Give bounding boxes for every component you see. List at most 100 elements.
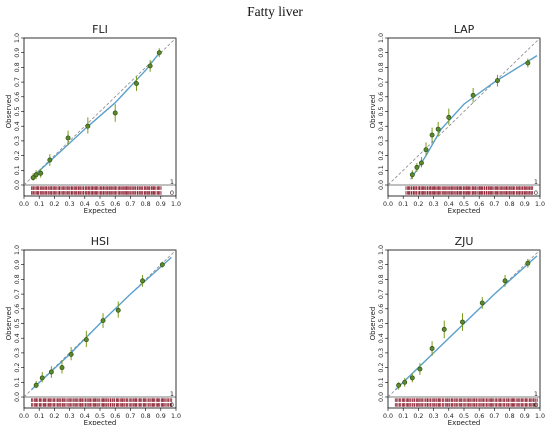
rug-label-1: 1 — [534, 178, 538, 186]
x-tick-label: 0.6 — [474, 201, 484, 208]
y-tick-label: 0.4 — [378, 333, 385, 343]
y-tick-label: 0.2 — [14, 151, 21, 161]
panel-lap: LAP 0.0 0.1 0.2 0.3 0.4 0.5 0.6 0.7 0.8 0.9 1.0 0.0 0… — [369, 23, 545, 215]
x-tick-label: 0.9 — [156, 201, 166, 208]
data-point — [423, 147, 429, 153]
data-point — [134, 81, 139, 87]
x-tick-label: 0.1 — [398, 413, 408, 420]
data-point — [502, 278, 508, 284]
x-tick-label: 1.0 — [171, 413, 181, 420]
x-tick-label: 0.5 — [459, 413, 469, 420]
x-tick-label: 1.0 — [535, 413, 545, 420]
y-tick-label: 1.0 — [14, 245, 21, 255]
y-tick-label: 0.9 — [378, 48, 385, 58]
x-tick-label: 0.0 — [383, 413, 393, 420]
x-tick-label: 0.3 — [429, 201, 439, 208]
data-point — [525, 260, 531, 266]
x-tick-label: 0.4 — [444, 413, 454, 420]
data-point — [85, 123, 91, 129]
x-tick-label: 0.8 — [141, 413, 151, 420]
y-tick-label: 0.5 — [378, 318, 385, 328]
x-tick-label: 0.4 — [80, 201, 90, 208]
y-axis-label: Observed — [5, 95, 13, 129]
y-axis-label: Observed — [369, 307, 377, 341]
y-tick-label: 0.7 — [378, 77, 385, 87]
data-point — [38, 170, 44, 176]
y-tick-label: 0.3 — [14, 348, 21, 358]
x-tick-label: 0.2 — [49, 201, 59, 208]
y-tick-label: 0.4 — [14, 333, 21, 343]
panel-zju: ZJU 0.0 0.1 0.2 0.3 0.4 0.5 0.6 0.7 0.8 0.9 1.0 0.0 0… — [369, 235, 545, 425]
rug-label-0: 0 — [534, 189, 538, 197]
y-tick-label: 0.8 — [14, 62, 21, 72]
data-point — [33, 172, 39, 178]
panel-title: ZJU — [455, 235, 474, 248]
x-tick-label: 1.0 — [171, 201, 181, 208]
x-tick-label: 0.8 — [141, 201, 151, 208]
page-title: Fatty liver — [247, 4, 303, 19]
data-point — [39, 375, 45, 381]
y-axis-label: Observed — [369, 95, 377, 129]
x-tick-label: 0.1 — [34, 413, 44, 420]
x-tick-label: 0.8 — [505, 201, 515, 208]
x-tick-label: 0.0 — [383, 201, 393, 208]
y-tick-label: 0.6 — [378, 304, 385, 314]
x-tick-label: 0.7 — [125, 201, 135, 208]
x-tick-label: 0.4 — [444, 201, 454, 208]
data-point — [115, 307, 121, 313]
x-tick-label: 0.6 — [110, 413, 120, 420]
x-tick-label: 0.1 — [398, 201, 408, 208]
rug-label-1: 1 — [534, 390, 538, 398]
y-tick-label: 0.9 — [14, 48, 21, 58]
data-point — [402, 379, 408, 385]
x-tick-label: 0.3 — [65, 413, 75, 420]
fit-line — [410, 55, 538, 180]
x-tick-label: 0.2 — [413, 201, 423, 208]
data-point — [159, 262, 165, 268]
y-tick-label: 1.0 — [378, 33, 385, 43]
data-point — [68, 351, 74, 357]
y-tick-label: 0.6 — [378, 92, 385, 102]
data-point — [30, 175, 36, 181]
y-tick-label: 0.0 — [14, 392, 21, 402]
y-tick-label: 0.1 — [14, 165, 21, 175]
y-tick-label: 0.3 — [14, 136, 21, 146]
y-tick-label: 0.1 — [378, 165, 385, 175]
data-point — [59, 365, 65, 371]
data-point — [435, 126, 441, 132]
y-tick-label: 0.8 — [378, 62, 385, 72]
x-tick-label: 0.2 — [413, 413, 423, 420]
y-tick-label: 0.9 — [378, 260, 385, 270]
y-tick-label: 0.5 — [14, 106, 21, 116]
x-tick-label: 0.3 — [65, 201, 75, 208]
data-point — [414, 164, 420, 170]
y-tick-label: 0.3 — [378, 348, 385, 358]
y-tick-label: 0.1 — [14, 377, 21, 387]
y-tick-label: 0.3 — [378, 136, 385, 146]
x-tick-label: 0.6 — [110, 201, 120, 208]
data-point — [479, 300, 485, 306]
data-point — [494, 78, 500, 84]
data-point — [470, 92, 476, 98]
y-tick-label: 0.0 — [378, 392, 385, 402]
data-point — [83, 337, 89, 343]
x-tick-label: 0.7 — [489, 201, 499, 208]
data-point — [147, 63, 153, 69]
data-point — [65, 135, 71, 141]
fit-line — [31, 256, 172, 391]
data-point — [100, 318, 106, 324]
x-tick-label: 0.2 — [49, 413, 59, 420]
x-axis-label: Expected — [84, 419, 117, 425]
x-tick-label: 0.9 — [520, 201, 530, 208]
x-tick-label: 0.8 — [505, 413, 515, 420]
data-point — [441, 326, 447, 332]
data-point — [417, 366, 423, 372]
plot-frame — [387, 37, 541, 197]
data-point — [525, 60, 531, 66]
data-point — [33, 382, 39, 388]
y-tick-label: 0.2 — [378, 151, 385, 161]
x-tick-label: 0.5 — [95, 413, 105, 420]
y-tick-label: 0.6 — [14, 304, 21, 314]
data-point — [460, 319, 465, 325]
x-tick-label: 1.0 — [535, 201, 545, 208]
